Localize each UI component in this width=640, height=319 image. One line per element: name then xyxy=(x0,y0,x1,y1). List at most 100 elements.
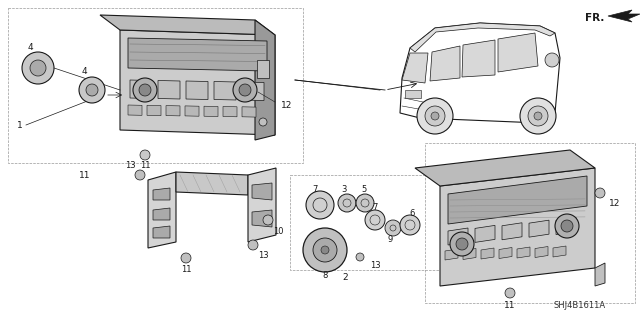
Text: 6: 6 xyxy=(410,209,415,218)
Polygon shape xyxy=(153,188,170,200)
Polygon shape xyxy=(499,248,512,258)
Circle shape xyxy=(356,253,364,261)
Circle shape xyxy=(140,150,150,160)
Text: 4: 4 xyxy=(81,68,87,77)
Polygon shape xyxy=(176,172,248,195)
Circle shape xyxy=(545,53,559,67)
Circle shape xyxy=(431,112,439,120)
Polygon shape xyxy=(498,33,538,72)
Circle shape xyxy=(450,232,474,256)
Polygon shape xyxy=(158,80,180,99)
Polygon shape xyxy=(223,107,237,117)
Circle shape xyxy=(534,112,542,120)
Polygon shape xyxy=(448,228,468,245)
Text: 10: 10 xyxy=(273,227,284,236)
Text: 7: 7 xyxy=(312,186,317,195)
Circle shape xyxy=(505,288,515,298)
Circle shape xyxy=(456,238,468,250)
Polygon shape xyxy=(445,249,458,260)
Polygon shape xyxy=(242,107,256,117)
Text: 12: 12 xyxy=(282,100,292,109)
Circle shape xyxy=(417,98,453,134)
Polygon shape xyxy=(185,106,199,116)
Polygon shape xyxy=(502,223,522,240)
Polygon shape xyxy=(595,263,605,286)
Circle shape xyxy=(306,191,334,219)
Text: 11: 11 xyxy=(180,265,191,275)
Polygon shape xyxy=(153,226,170,238)
Bar xyxy=(290,175,475,270)
Circle shape xyxy=(321,246,329,254)
Circle shape xyxy=(239,84,251,96)
Polygon shape xyxy=(517,247,530,258)
Polygon shape xyxy=(130,80,152,99)
Polygon shape xyxy=(481,248,494,259)
Polygon shape xyxy=(252,183,272,200)
Polygon shape xyxy=(415,150,595,186)
Circle shape xyxy=(86,84,98,96)
Text: 12: 12 xyxy=(609,198,621,207)
Circle shape xyxy=(135,170,145,180)
Polygon shape xyxy=(128,105,142,115)
Text: 13: 13 xyxy=(258,250,268,259)
Circle shape xyxy=(385,220,401,236)
Polygon shape xyxy=(153,208,170,220)
Polygon shape xyxy=(147,105,161,115)
Circle shape xyxy=(520,98,556,134)
Circle shape xyxy=(356,194,374,212)
Polygon shape xyxy=(242,82,264,100)
Text: 11: 11 xyxy=(140,160,150,169)
Text: 7: 7 xyxy=(372,203,378,211)
Text: 13: 13 xyxy=(370,261,380,270)
Polygon shape xyxy=(128,38,267,71)
Bar xyxy=(8,8,303,163)
Circle shape xyxy=(425,106,445,126)
Circle shape xyxy=(79,77,105,103)
Polygon shape xyxy=(255,20,275,140)
Bar xyxy=(405,90,421,98)
Polygon shape xyxy=(120,30,275,135)
Circle shape xyxy=(528,106,548,126)
Text: 11: 11 xyxy=(79,170,91,180)
Polygon shape xyxy=(402,53,428,83)
Text: 13: 13 xyxy=(125,160,135,169)
Circle shape xyxy=(139,84,151,96)
Text: 11: 11 xyxy=(504,300,516,309)
Circle shape xyxy=(263,215,273,225)
Circle shape xyxy=(233,78,257,102)
Polygon shape xyxy=(252,210,272,227)
Bar xyxy=(425,143,635,303)
Text: 4: 4 xyxy=(27,43,33,53)
Text: 1: 1 xyxy=(17,121,23,130)
Polygon shape xyxy=(462,40,495,77)
Text: 9: 9 xyxy=(387,235,392,244)
Polygon shape xyxy=(448,176,587,224)
Text: FR.: FR. xyxy=(586,13,605,23)
Polygon shape xyxy=(440,168,595,286)
Polygon shape xyxy=(166,106,180,116)
Circle shape xyxy=(133,78,157,102)
Text: 3: 3 xyxy=(341,186,347,195)
Polygon shape xyxy=(529,220,549,237)
Polygon shape xyxy=(100,15,275,35)
Bar xyxy=(257,60,269,78)
Circle shape xyxy=(303,228,347,272)
Polygon shape xyxy=(556,218,576,234)
Circle shape xyxy=(259,118,267,126)
Circle shape xyxy=(595,188,605,198)
Polygon shape xyxy=(608,10,640,22)
Text: 5: 5 xyxy=(362,186,367,195)
Polygon shape xyxy=(475,226,495,242)
Polygon shape xyxy=(186,81,208,100)
Polygon shape xyxy=(248,168,276,242)
Text: SHJ4B1611A: SHJ4B1611A xyxy=(554,300,606,309)
Circle shape xyxy=(555,214,579,238)
Polygon shape xyxy=(148,172,176,248)
Polygon shape xyxy=(535,247,548,257)
Polygon shape xyxy=(204,106,218,116)
Circle shape xyxy=(400,215,420,235)
Circle shape xyxy=(313,238,337,262)
Polygon shape xyxy=(410,23,555,52)
Circle shape xyxy=(365,210,385,230)
Polygon shape xyxy=(214,81,236,100)
